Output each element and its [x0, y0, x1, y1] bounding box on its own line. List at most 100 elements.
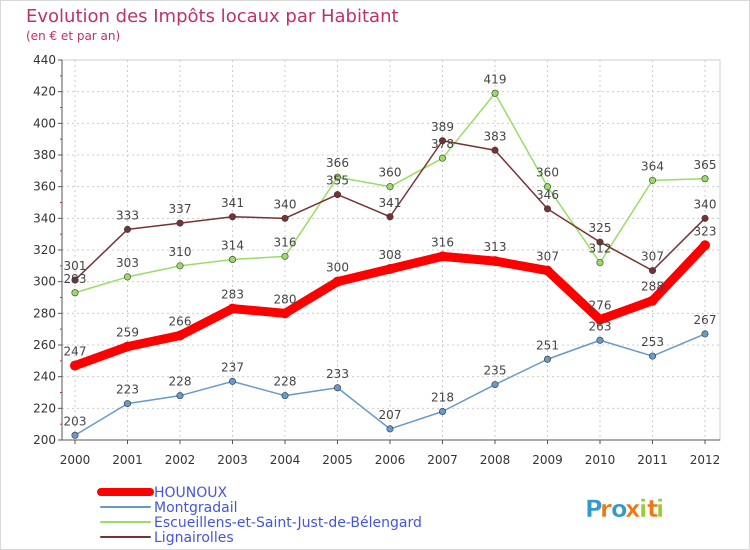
logo-letter: r: [600, 495, 612, 523]
point-montgradail: [281, 392, 289, 400]
y-tick-label: 320: [33, 243, 56, 257]
x-tick-label: 2011: [637, 453, 668, 467]
point-montgradail: [386, 425, 394, 433]
data-label: 237: [221, 360, 244, 374]
logo-letter: P: [585, 495, 603, 523]
x-tick-label: 2012: [690, 453, 721, 467]
data-label: 355: [326, 174, 349, 188]
point-montgradail: [543, 355, 551, 363]
y-tick-label: 220: [33, 401, 56, 415]
data-label: 307: [641, 250, 664, 264]
point-lignairolles: [176, 219, 184, 227]
data-label: 233: [326, 367, 349, 381]
data-label: 340: [694, 197, 717, 211]
point-hounoux: [385, 264, 395, 274]
data-label: 366: [326, 156, 349, 170]
data-label: 346: [536, 188, 559, 202]
data-label: 276: [589, 299, 612, 313]
x-tick-label: 2000: [60, 453, 91, 467]
data-label: 267: [694, 313, 717, 327]
data-label: 419: [484, 72, 507, 86]
data-label: 316: [274, 235, 297, 249]
y-tick-label: 340: [33, 211, 56, 225]
x-tick-label: 2008: [480, 453, 511, 467]
y-tick-label: 420: [33, 85, 56, 99]
chart-subtitle: (en € et par an): [26, 29, 120, 43]
point-lignairolles: [648, 267, 656, 275]
point-escueillens-et-saint-just-de-b-lengard: [229, 255, 237, 263]
data-label: 263: [589, 319, 612, 333]
point-lignairolles: [491, 146, 499, 154]
point-lignairolles: [701, 214, 709, 222]
point-lignairolles: [71, 276, 79, 284]
point-escueillens-et-saint-just-de-b-lengard: [333, 173, 341, 181]
data-label: 218: [431, 391, 454, 405]
point-hounoux: [542, 265, 553, 276]
y-tick-label: 200: [33, 433, 56, 447]
legend-label: Escueillens-et-Saint-Just-de-Bélengard: [154, 515, 422, 531]
x-tick-label: 2009: [532, 453, 563, 467]
point-montgradail: [176, 392, 184, 400]
y-tick-label: 360: [33, 180, 56, 194]
data-label: 259: [116, 326, 139, 340]
data-label: 310: [169, 245, 192, 259]
data-label: 307: [536, 250, 559, 264]
logo-letter: x: [625, 495, 641, 523]
data-label: 280: [274, 292, 297, 306]
point-lignairolles: [543, 205, 551, 213]
data-label: 266: [169, 315, 192, 329]
legend-label: Lignairolles: [154, 530, 234, 546]
point-escueillens-et-saint-just-de-b-lengard: [648, 176, 656, 184]
point-montgradail: [438, 407, 446, 415]
data-label: 235: [484, 364, 507, 378]
plot-area: 200220240260280300320340360380400420440 …: [33, 53, 721, 467]
point-lignairolles: [229, 213, 237, 221]
point-montgradail: [124, 400, 132, 408]
data-label: 378: [431, 137, 454, 151]
data-label: 253: [641, 335, 664, 349]
data-label: 341: [379, 196, 402, 210]
data-label: 308: [379, 248, 402, 262]
data-label: 313: [484, 240, 507, 254]
x-tick-label: 2001: [112, 453, 143, 467]
logo-letter: i: [639, 495, 647, 523]
chart-title: Evolution des Impôts locaux par Habitant: [26, 6, 399, 27]
y-axis-ticks: 200 220 240 260 280 300 320 340 360 380 400 420 440: [33, 53, 62, 447]
data-label: 207: [379, 408, 402, 422]
point-hounoux: [280, 308, 290, 319]
proxiti-logo: Pr oxi ti: [585, 495, 665, 524]
point-hounoux: [700, 240, 710, 251]
x-tick-label: 2005: [322, 453, 353, 467]
y-tick-label: 440: [33, 53, 56, 67]
data-label: 203: [64, 414, 87, 428]
point-hounoux: [122, 341, 133, 352]
data-label: 325: [589, 221, 612, 235]
data-label: 316: [431, 235, 454, 249]
point-escueillens-et-saint-just-de-b-lengard: [386, 183, 394, 191]
x-tick-label: 2006: [375, 453, 406, 467]
y-tick-label: 240: [33, 370, 56, 384]
point-lignairolles: [124, 225, 132, 233]
point-escueillens-et-saint-just-de-b-lengard: [596, 259, 604, 267]
point-lignairolles: [596, 238, 604, 246]
logo-letter: i: [656, 495, 664, 523]
data-label: 283: [221, 288, 244, 302]
y-tick-label: 300: [33, 275, 56, 289]
data-label: 251: [536, 338, 559, 352]
data-label: 228: [274, 375, 297, 389]
y-tick-label: 380: [33, 148, 56, 162]
point-montgradail: [648, 352, 656, 360]
point-hounoux: [175, 330, 185, 341]
data-label: 341: [221, 196, 244, 210]
grid-vertical: [74, 60, 706, 440]
point-montgradail: [71, 431, 79, 439]
legend: HOUNOUXMontgradailEscueillens-et-Saint-J…: [97, 485, 422, 546]
logo-letter: t: [647, 495, 658, 523]
point-hounoux: [437, 251, 448, 262]
data-label: 223: [116, 383, 139, 397]
data-labels: 293 303 310 314 316 366 360 378 419 360 312 364 365 3…: [64, 72, 717, 428]
data-label: 247: [64, 345, 87, 359]
data-label: 360: [379, 166, 402, 180]
point-montgradail: [491, 381, 499, 389]
